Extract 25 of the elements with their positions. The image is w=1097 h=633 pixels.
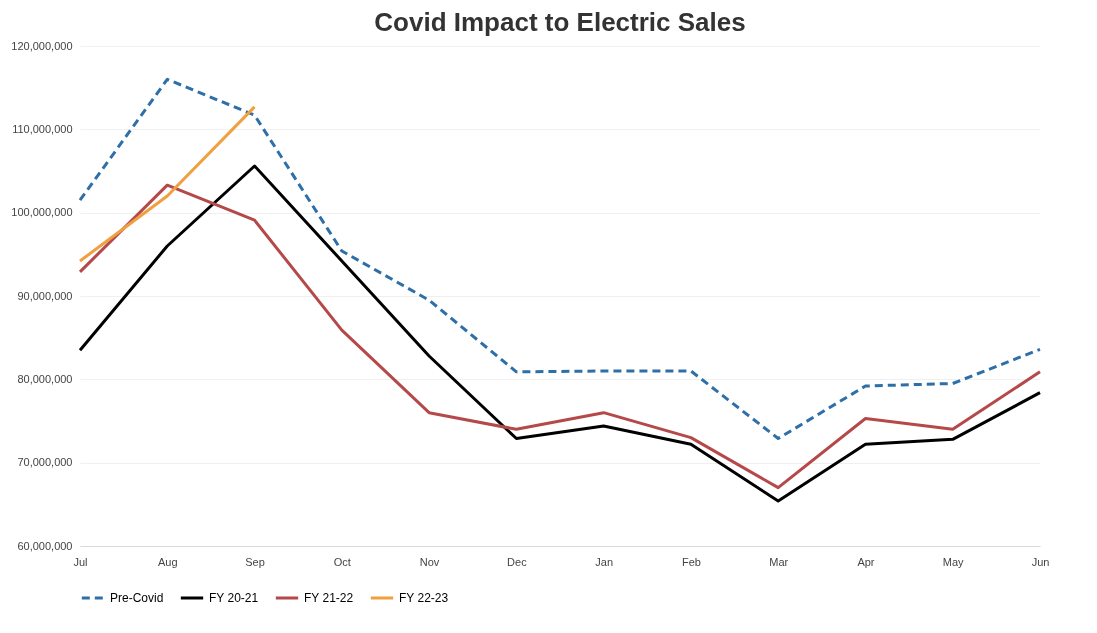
legend-label: FY 21-22 — [304, 591, 354, 605]
y-tick-label: 100,000,000 — [11, 206, 73, 219]
x-tick-label: Nov — [419, 555, 440, 568]
x-tick-label: Oct — [333, 555, 351, 568]
y-tick-label: 110,000,000 — [12, 122, 73, 135]
x-tick-label: Sep — [245, 555, 265, 568]
legend-label: FY 22-23 — [399, 591, 449, 605]
x-tick-label: Feb — [681, 555, 701, 568]
chart-title: Covid Impact to Electric Sales — [374, 7, 746, 37]
y-tick-label: 60,000,000 — [17, 539, 73, 552]
legend-label: Pre-Covid — [110, 591, 164, 605]
legend-label: FY 20-21 — [209, 591, 259, 605]
x-tick-label: Jan — [595, 555, 614, 568]
x-tick-label: Mar — [769, 555, 789, 568]
y-tick-label: 90,000,000 — [17, 289, 73, 302]
y-tick-label: 80,000,000 — [17, 372, 73, 385]
line-series — [78, 77, 1042, 440]
x-tick-label: Apr — [857, 555, 875, 568]
x-tick-label: Dec — [507, 555, 528, 568]
y-tick-label: 70,000,000 — [17, 456, 73, 469]
x-tick-label: Jul — [73, 555, 88, 568]
x-tick-label: May — [942, 555, 965, 568]
y-tick-label: 120,000,000 — [11, 39, 73, 52]
x-tick-label: Aug — [157, 555, 178, 568]
x-tick-label: Jun — [1031, 555, 1050, 568]
